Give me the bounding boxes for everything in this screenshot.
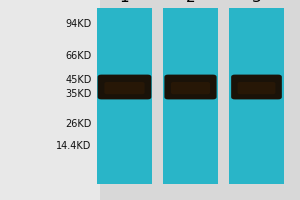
Text: 1: 1: [120, 0, 129, 5]
Bar: [97, 8, 152, 184]
Bar: [163, 8, 218, 184]
FancyBboxPatch shape: [231, 75, 282, 99]
Text: 66KD: 66KD: [65, 51, 92, 61]
Text: 2: 2: [186, 0, 195, 5]
Text: 35KD: 35KD: [65, 89, 92, 99]
FancyBboxPatch shape: [164, 75, 217, 99]
Text: 94KD: 94KD: [65, 19, 92, 29]
Text: 45KD: 45KD: [65, 75, 92, 85]
Bar: [0, 0, 100, 200]
Text: 3: 3: [252, 0, 261, 5]
FancyBboxPatch shape: [171, 82, 210, 94]
Text: 14.4KD: 14.4KD: [56, 141, 92, 151]
Bar: [229, 8, 284, 184]
Text: 26KD: 26KD: [65, 119, 92, 129]
FancyBboxPatch shape: [238, 82, 275, 94]
FancyBboxPatch shape: [98, 75, 152, 99]
FancyBboxPatch shape: [104, 82, 145, 94]
